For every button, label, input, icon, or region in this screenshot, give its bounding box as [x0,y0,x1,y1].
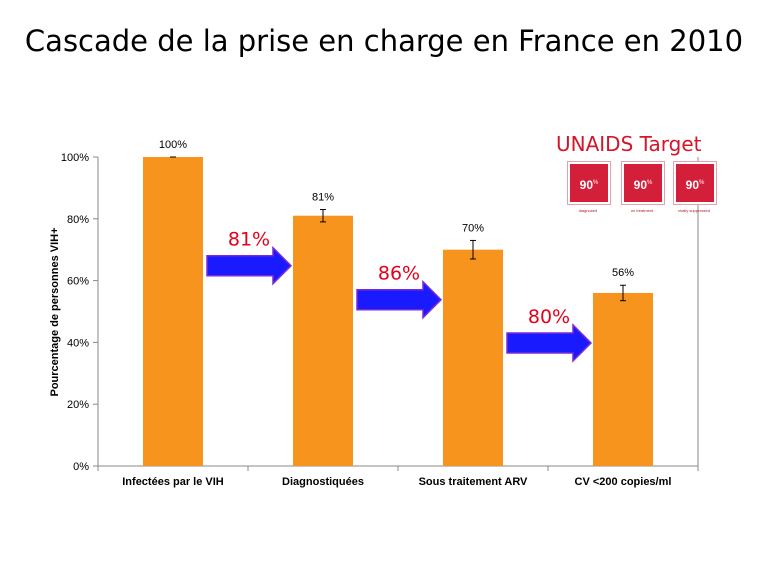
bars: 100% 81% 70% 56% [143,139,653,466]
data-label: 100% [159,139,187,151]
y-tick-label: 60% [67,276,89,288]
unaids-badge-value: 90 [579,178,593,192]
bar [443,249,503,466]
unaids-badge-treatment: 90% [622,162,664,204]
x-tick-label: Infectées par le VIH [122,476,224,488]
unaids-badge-suppressed: 90% [674,162,716,204]
transition-label: 80% [528,306,570,328]
y-tick-label: 20% [67,399,89,411]
y-tick-label: 80% [67,214,89,226]
unaids-caption: diagnosed [578,208,598,213]
y-axis: 0% 20% 40% 60% 80% 100% [61,152,98,473]
slide-title: Cascade de la prise en charge en France … [24,24,744,58]
y-tick-label: 0% [73,461,89,473]
unaids-caption: virally suppressed [677,208,710,213]
unaids-target-badges: 90% diagnosed 90% on treatment 90% viral… [564,162,724,222]
x-axis: Infectées par le VIH Diagnostiquées Sous t… [97,466,699,488]
x-tick-label: Diagnostiquées [282,476,364,488]
x-tick-label: CV <200 copies/ml [575,476,672,488]
transition-arrow [356,279,443,320]
data-label: 70% [462,222,484,234]
bar [593,292,653,466]
bar [293,215,353,466]
unaids-target-title: UNAIDS Target [556,132,702,156]
data-label: 81% [312,192,334,204]
transition-arrows: 81% 86% 80% [206,229,593,363]
transition-arrow [206,245,293,286]
y-axis-label: Pourcentage de personnes VIH+ [49,227,61,396]
bar [143,157,203,466]
unaids-caption: on treatment [630,208,654,213]
transition-label: 81% [228,229,270,251]
x-tick-label: Sous traitement ARV [419,476,528,488]
transition-arrow [506,323,593,363]
y-tick-label: 40% [67,337,89,349]
unaids-badge-value: 90 [633,178,647,192]
y-tick-label: 100% [61,152,89,164]
unaids-badge-value: 90 [685,178,699,192]
unaids-badge-diagnosed: 90% [568,162,610,204]
transition-label: 86% [378,263,420,285]
data-label: 56% [612,267,634,279]
